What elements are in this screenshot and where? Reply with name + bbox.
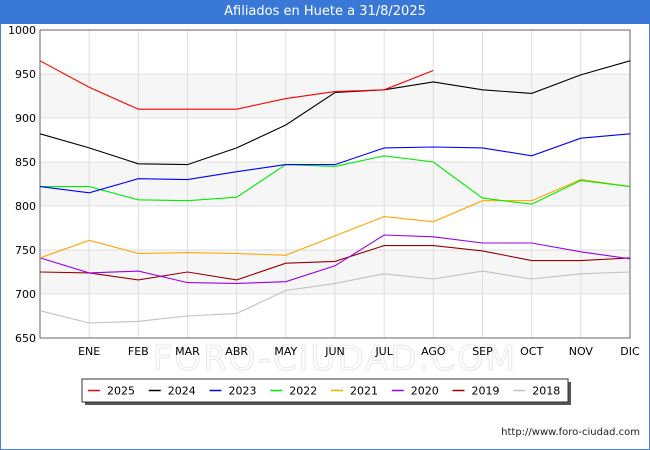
x-tick-label: AGO <box>421 345 446 358</box>
y-tick-label: 1000 <box>8 24 36 37</box>
x-tick-label: JUN <box>324 345 345 358</box>
y-tick-label: 750 <box>15 244 36 257</box>
x-tick-label: ABR <box>225 345 248 358</box>
series-line-2021 <box>39 179 631 259</box>
legend-label-2020: 2020 <box>411 385 439 398</box>
watermark-text: FORO-CIUDAD.COM <box>153 339 517 379</box>
y-tick-label: 950 <box>15 68 36 81</box>
y-tick-label: 850 <box>15 156 36 169</box>
legend-label-2024: 2024 <box>168 385 196 398</box>
series-line-2022 <box>40 155 631 205</box>
y-tick-label: 900 <box>15 112 36 125</box>
x-tick-label: MAY <box>274 345 297 358</box>
series-line-2018 <box>39 270 631 324</box>
series-line-2025 <box>39 60 434 110</box>
x-tick-label: JUL <box>374 345 393 358</box>
series-line-2023 <box>39 133 631 194</box>
x-tick-label: NOV <box>569 345 594 358</box>
legend-label-2019: 2019 <box>472 385 500 398</box>
chart-title: Afiliados en Huete a 31/8/2025 <box>0 0 650 24</box>
plot-area-border <box>39 29 631 339</box>
x-tick-label: DIC <box>620 345 640 358</box>
series-line-2019 <box>39 245 631 281</box>
source-url: http://www.foro-ciudad.com <box>501 427 640 438</box>
legend-label-2018: 2018 <box>532 385 560 398</box>
y-tick-label: 800 <box>15 200 36 213</box>
legend-box <box>81 378 569 403</box>
y-tick-label: 700 <box>15 288 36 301</box>
legend-label-2025: 2025 <box>107 385 135 398</box>
x-tick-label: ENE <box>78 345 100 358</box>
x-tick-label: OCT <box>520 345 543 358</box>
x-tick-label: FEB <box>128 345 149 358</box>
legend-label-2023: 2023 <box>229 385 257 398</box>
legend-label-2022: 2022 <box>289 385 317 398</box>
legend-label-2021: 2021 <box>350 385 378 398</box>
x-tick-label: SEP <box>472 345 493 358</box>
series-line-2024 <box>39 60 631 166</box>
x-tick-label: MAR <box>175 345 200 358</box>
series-line-2020 <box>39 234 631 284</box>
y-tick-label: 650 <box>15 332 36 345</box>
